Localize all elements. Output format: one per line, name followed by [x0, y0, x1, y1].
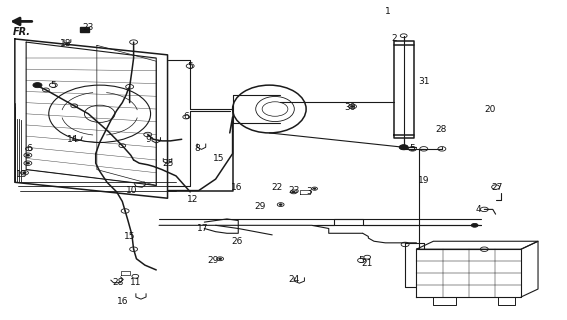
Text: 16: 16	[117, 297, 128, 306]
Text: 14: 14	[67, 135, 79, 144]
Text: 28: 28	[435, 125, 446, 134]
Text: 11: 11	[130, 278, 141, 287]
Text: 29: 29	[207, 256, 218, 265]
Polygon shape	[80, 27, 89, 32]
Circle shape	[351, 106, 354, 108]
Text: 15: 15	[213, 154, 224, 163]
Circle shape	[399, 145, 408, 150]
Text: 28: 28	[113, 278, 124, 287]
Text: 30: 30	[345, 103, 356, 112]
Text: 27: 27	[492, 183, 503, 192]
Circle shape	[314, 188, 316, 189]
Text: 20: 20	[484, 105, 496, 114]
Circle shape	[26, 154, 29, 156]
Circle shape	[293, 191, 295, 193]
Text: 3: 3	[306, 188, 312, 196]
Circle shape	[33, 83, 42, 88]
Text: 10: 10	[126, 186, 138, 195]
Text: 9: 9	[145, 135, 151, 144]
Text: 15: 15	[124, 232, 136, 241]
Text: 5: 5	[187, 61, 193, 70]
Text: 21: 21	[362, 259, 373, 268]
Text: 26: 26	[231, 237, 243, 246]
Text: 13: 13	[16, 170, 28, 179]
Text: 18: 18	[60, 39, 71, 48]
Text: 29: 29	[254, 202, 265, 211]
Text: 23: 23	[83, 23, 94, 32]
Text: 6: 6	[26, 144, 32, 153]
Text: 4: 4	[476, 205, 481, 214]
Text: 16: 16	[231, 183, 243, 192]
Text: 31: 31	[418, 77, 430, 86]
Circle shape	[23, 172, 26, 174]
Text: 2: 2	[391, 35, 396, 44]
Text: 8: 8	[194, 144, 200, 153]
Circle shape	[280, 204, 282, 205]
Text: 5: 5	[409, 144, 416, 153]
Text: 22: 22	[271, 183, 282, 192]
Text: 12: 12	[187, 195, 198, 204]
Text: 6: 6	[183, 113, 189, 122]
Text: 25: 25	[162, 159, 174, 168]
Text: 24: 24	[288, 275, 299, 284]
Circle shape	[26, 162, 29, 164]
Circle shape	[219, 258, 222, 260]
Text: 1: 1	[385, 7, 391, 16]
Text: 5: 5	[50, 81, 56, 90]
Circle shape	[471, 223, 478, 227]
Text: FR.: FR.	[13, 27, 31, 37]
Text: 17: 17	[197, 224, 209, 233]
Text: 23: 23	[288, 186, 299, 195]
Text: 5: 5	[359, 256, 365, 265]
Text: 19: 19	[418, 176, 430, 185]
